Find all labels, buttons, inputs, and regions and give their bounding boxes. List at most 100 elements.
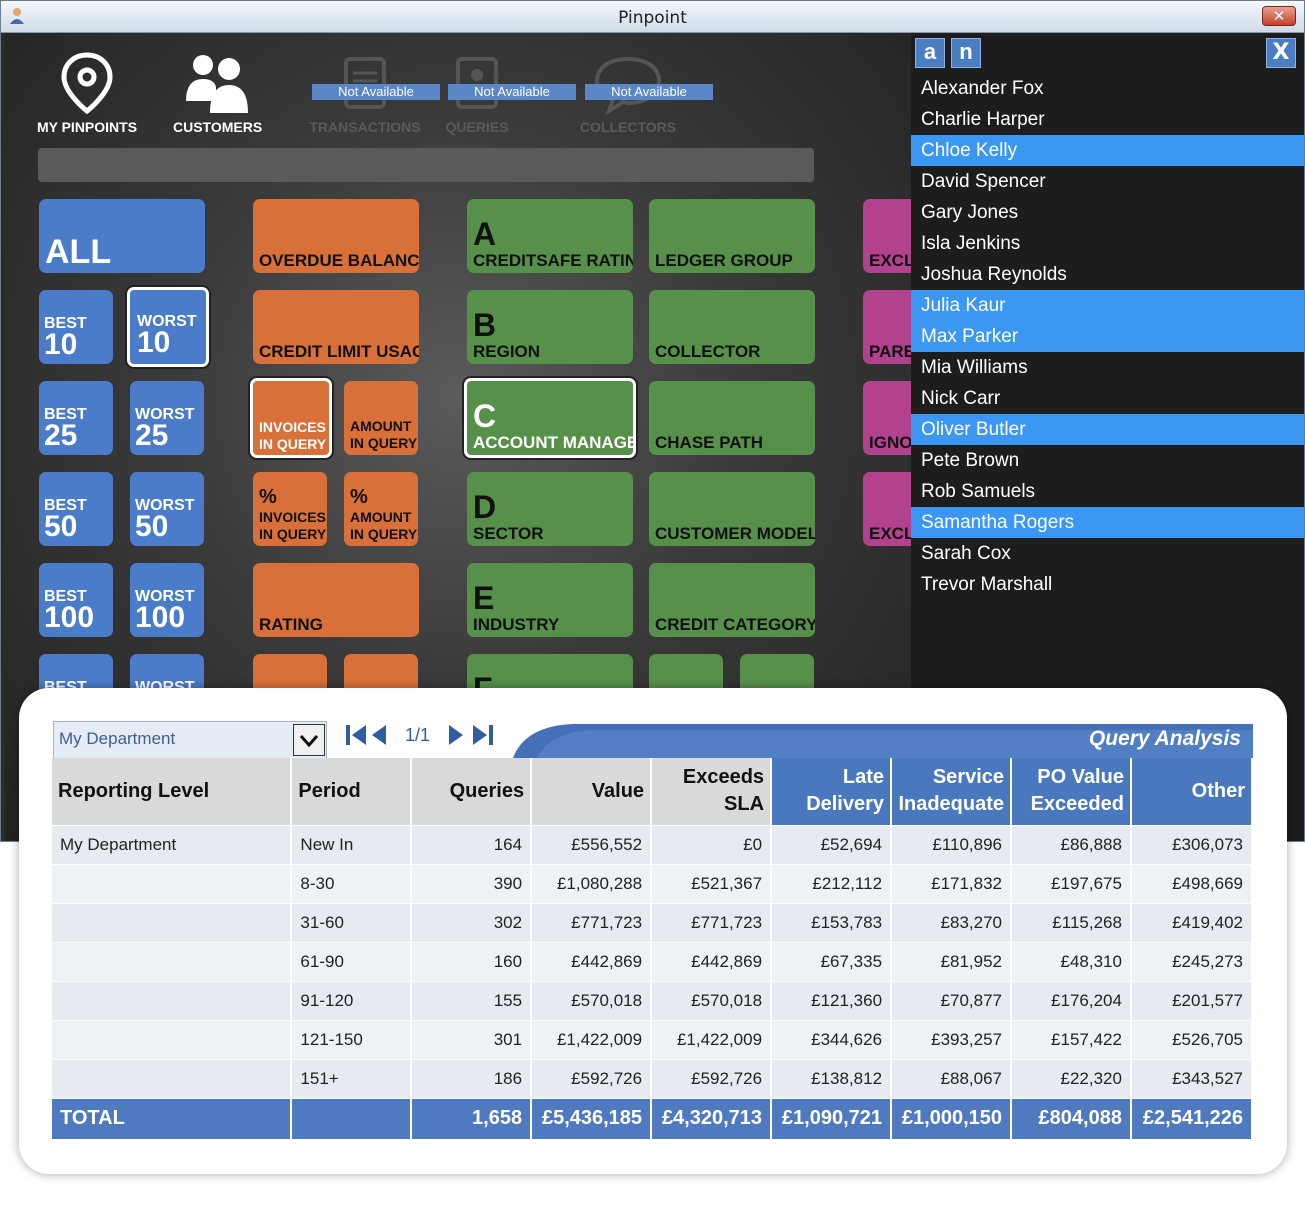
tile-account-manager[interactable]: C ACCOUNT MANAGER bbox=[464, 378, 636, 458]
tile-label: ACCOUNT MANAGER bbox=[473, 433, 636, 452]
tile-worst-25[interactable]: WORST 25 bbox=[130, 381, 204, 455]
tile-label: IN QUERY bbox=[350, 526, 418, 542]
column-header[interactable]: Late Delivery bbox=[771, 758, 893, 825]
name-list-item[interactable]: Chloe Kelly bbox=[911, 135, 1304, 166]
filter-key-n[interactable]: n bbox=[951, 38, 981, 68]
tile-best-10[interactable]: BEST 10 bbox=[39, 290, 113, 364]
column-header[interactable]: PO Value Exceeded bbox=[1011, 758, 1132, 825]
tile-pink-2[interactable]: PAREN bbox=[863, 290, 911, 364]
column-header[interactable]: Queries bbox=[411, 758, 533, 825]
table-row[interactable]: 151+ 186 £592,726 £592,726 £138,812 £88,067 £2… bbox=[52, 1058, 1254, 1098]
tile-best-25[interactable]: BEST 25 bbox=[39, 381, 113, 455]
column-header[interactable]: Value bbox=[531, 758, 653, 825]
tile-chase-path[interactable]: CHASE PATH bbox=[649, 381, 815, 455]
table-row[interactable]: 91-120 155 £570,018 £570,018 £121,360 £70,877… bbox=[52, 980, 1254, 1020]
name-list-item[interactable]: Gary Jones bbox=[921, 202, 1019, 223]
name-list-item[interactable]: Alexander Fox bbox=[921, 78, 1044, 99]
name-list-item[interactable]: Nick Carr bbox=[921, 388, 1001, 409]
tile-invoices-in-query[interactable]: INVOICES IN QUERY bbox=[250, 378, 332, 458]
nav-customers[interactable]: CUSTOMERS bbox=[173, 51, 262, 135]
table-header-row: Reporting Level Period Queries Value Exceeds… bbox=[52, 758, 1254, 825]
column-header[interactable]: Reporting Level bbox=[52, 758, 293, 825]
tile-pink-4[interactable]: EXCLU bbox=[863, 472, 911, 546]
tile-credit-category[interactable]: CREDIT CATEGORY bbox=[649, 563, 815, 637]
name-list-item[interactable]: Mia Williams bbox=[921, 357, 1028, 378]
dropdown-button[interactable] bbox=[293, 724, 325, 756]
tile-pink-3[interactable]: IGNOR bbox=[863, 381, 911, 455]
name-list-item[interactable]: Isla Jenkins bbox=[921, 233, 1021, 254]
name-list-item[interactable]: Sarah Cox bbox=[921, 543, 1011, 564]
tile-sector[interactable]: D SECTOR bbox=[467, 472, 633, 546]
table-cell: £1,422,009 bbox=[531, 1019, 653, 1059]
table-row[interactable]: My Department New In 164 £556,552 £0 £52,694 £… bbox=[52, 824, 1254, 864]
tile-ledger-group[interactable]: LEDGER GROUP bbox=[649, 199, 815, 273]
table-cell: 121-150 bbox=[291, 1019, 413, 1059]
name-list-item[interactable]: Joshua Reynolds bbox=[921, 264, 1067, 285]
name-list-item[interactable]: Charlie Harper bbox=[921, 109, 1045, 130]
table-cell: New In bbox=[291, 824, 413, 864]
name-list-item[interactable]: Samantha Rogers bbox=[911, 507, 1304, 538]
total-cell: £5,436,185 bbox=[531, 1097, 653, 1139]
tile-pink-1[interactable]: EXCLU bbox=[863, 199, 911, 273]
tile-customer-model[interactable]: CUSTOMER MODEL bbox=[649, 472, 815, 546]
tile-credit-limit-usage[interactable]: CREDIT LIMIT USAGE bbox=[253, 290, 419, 364]
nav-my-pinpoints[interactable]: MY PINPOINTS bbox=[35, 51, 139, 135]
table-cell: £442,869 bbox=[531, 941, 653, 981]
name-list-item[interactable]: Rob Samuels bbox=[921, 481, 1036, 502]
department-select[interactable]: My Department bbox=[53, 721, 327, 759]
tile-pct-amount-in-query[interactable]: % AMOUNT IN QUERY bbox=[344, 472, 418, 546]
sidebar-close-button[interactable]: X bbox=[1266, 38, 1296, 68]
tile-worst-50[interactable]: WORST 50 bbox=[130, 472, 204, 546]
tile-overdue-balance[interactable]: OVERDUE BALANCE bbox=[253, 199, 419, 273]
tile-worst-10[interactable]: WORST 10 bbox=[127, 287, 209, 367]
tile-best-50[interactable]: BEST 50 bbox=[39, 472, 113, 546]
column-header[interactable]: Service Inadequate bbox=[891, 758, 1013, 825]
last-page-button[interactable] bbox=[447, 722, 495, 753]
tile-best-100[interactable]: BEST 100 bbox=[39, 563, 113, 637]
table-row[interactable]: 31-60 302 £771,723 £771,723 £153,783 £83,270 £… bbox=[52, 902, 1254, 942]
table-cell: £498,669 bbox=[1130, 863, 1254, 903]
tile-label: AMOUNT bbox=[350, 418, 412, 434]
table-cell: £70,877 bbox=[891, 980, 1013, 1020]
name-list-item[interactable]: David Spencer bbox=[921, 171, 1046, 192]
window-close-button[interactable]: ✕ bbox=[1262, 6, 1296, 26]
tile-creditsafe-rating[interactable]: A CREDITSAFE RATING bbox=[467, 199, 633, 273]
column-header[interactable]: Other bbox=[1130, 758, 1254, 825]
query-document-icon bbox=[456, 57, 498, 109]
name-list-item[interactable]: Trevor Marshall bbox=[921, 574, 1053, 595]
column-header[interactable]: Exceeds SLA bbox=[651, 758, 773, 825]
first-page-button[interactable] bbox=[344, 722, 388, 753]
tile-amount-in-query[interactable]: AMOUNT IN QUERY bbox=[344, 381, 418, 455]
table-cell: 160 bbox=[411, 941, 533, 981]
tile-label: WORST bbox=[135, 497, 195, 514]
name-list-item[interactable]: Julia Kaur bbox=[911, 290, 1304, 321]
tile-label: BEST bbox=[44, 406, 87, 423]
name-list-item[interactable]: Oliver Butler bbox=[911, 414, 1304, 445]
window-title: Pinpoint bbox=[618, 8, 687, 28]
tile-collector[interactable]: COLLECTOR bbox=[649, 290, 815, 364]
tile-rating[interactable]: RATING bbox=[253, 563, 419, 637]
table-row[interactable]: 61-90 160 £442,869 £442,869 £67,335 £81,952 £4… bbox=[52, 941, 1254, 981]
filter-key-a[interactable]: a bbox=[915, 38, 945, 68]
tile-industry[interactable]: E INDUSTRY bbox=[467, 563, 633, 637]
name-list-item[interactable]: Max Parker bbox=[911, 321, 1304, 352]
last-page-icon bbox=[449, 725, 493, 745]
nav-transactions: TRANSACTIONS bbox=[305, 51, 425, 135]
column-header-label: Period bbox=[298, 779, 361, 802]
tile-worst-100[interactable]: WORST 100 bbox=[130, 563, 204, 637]
tile-label: BEST bbox=[44, 497, 87, 514]
tile-label: WORST bbox=[135, 588, 195, 605]
table-row[interactable]: 8-30 390 £1,080,288 £521,367 £212,112 £171,83… bbox=[52, 863, 1254, 903]
name-list-item[interactable]: Pete Brown bbox=[921, 450, 1020, 471]
table-cell: 301 bbox=[411, 1019, 533, 1059]
table-cell: 164 bbox=[411, 824, 533, 864]
department-select-value: My Department bbox=[59, 729, 176, 748]
tile-all[interactable]: ALL bbox=[39, 199, 205, 273]
tile-region[interactable]: B REGION bbox=[467, 290, 633, 364]
tile-pct-invoices-in-query[interactable]: % INVOICES IN QUERY bbox=[253, 472, 327, 546]
table-cell: £771,723 bbox=[531, 902, 653, 942]
table-row[interactable]: 121-150 301 £1,422,009 £1,422,009 £344,626 £3… bbox=[52, 1019, 1254, 1059]
search-bar[interactable] bbox=[38, 148, 814, 182]
column-header[interactable]: Period bbox=[291, 758, 413, 825]
column-header-label: Service bbox=[932, 766, 1005, 789]
